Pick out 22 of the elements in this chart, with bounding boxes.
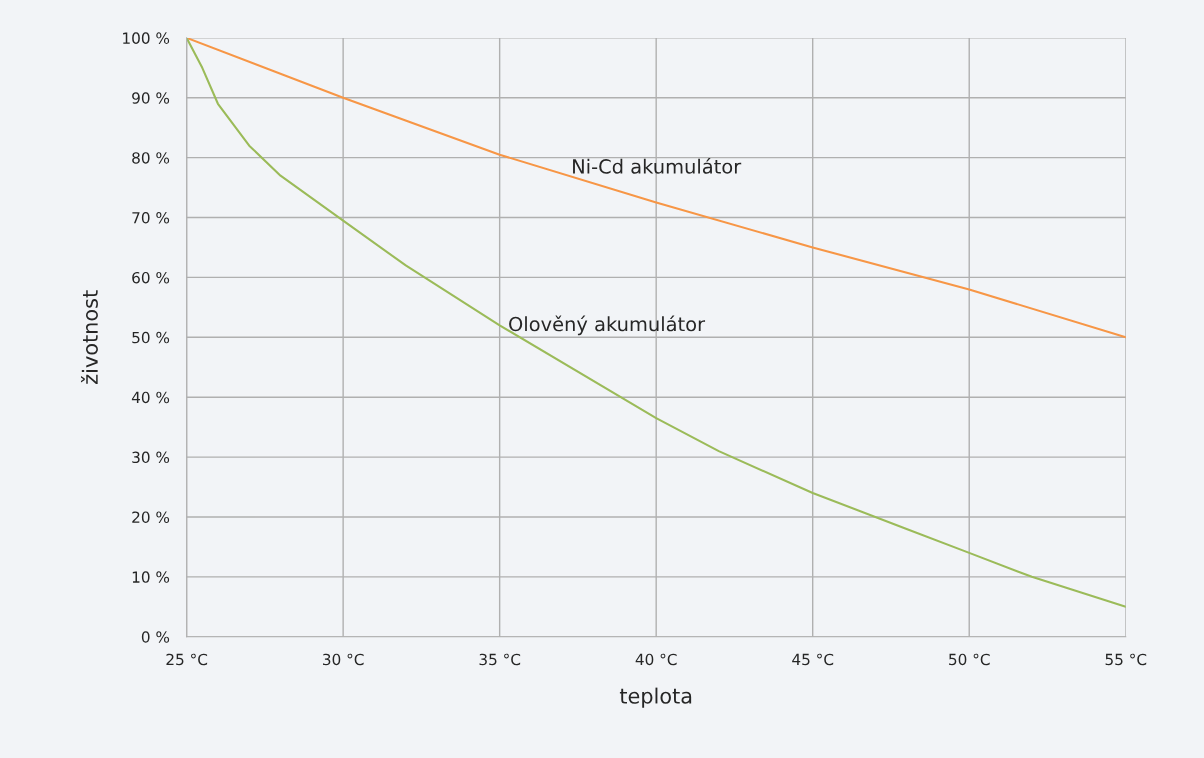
y-tick-label: 80 % bbox=[132, 152, 170, 164]
x-tick-label: 30 °C bbox=[323, 653, 364, 666]
series-label: Olověný akumulátor bbox=[509, 315, 706, 336]
x-tick-label: 45 °C bbox=[792, 653, 834, 666]
y-tick-label: 10 % bbox=[132, 571, 170, 583]
y-tick-label: 90 % bbox=[132, 92, 170, 104]
y-tick-label: 60 % bbox=[132, 271, 170, 284]
x-tick-label: 35 °C bbox=[479, 653, 521, 666]
x-tick-label: 40 °C bbox=[635, 653, 677, 666]
y-tick-label: 40 % bbox=[131, 391, 170, 404]
x-tick-label: 25 °C bbox=[166, 653, 208, 666]
y-tick-label: 30 % bbox=[132, 451, 170, 464]
x-tick-label: 50 °C bbox=[949, 653, 990, 666]
y-tick-label: 0 % bbox=[141, 631, 170, 643]
x-axis-title: teplota bbox=[619, 687, 692, 708]
y-tick-label: 50 % bbox=[132, 331, 170, 344]
y-tick-label: 100 % bbox=[123, 32, 170, 44]
y-tick-label: 70 % bbox=[132, 212, 170, 224]
x-tick-label: 55 °C bbox=[1105, 653, 1147, 666]
y-tick-label: 20 % bbox=[132, 511, 170, 523]
series-label: Ni-Cd akumulátor bbox=[573, 157, 742, 174]
y-axis-title: životnost bbox=[80, 290, 98, 384]
